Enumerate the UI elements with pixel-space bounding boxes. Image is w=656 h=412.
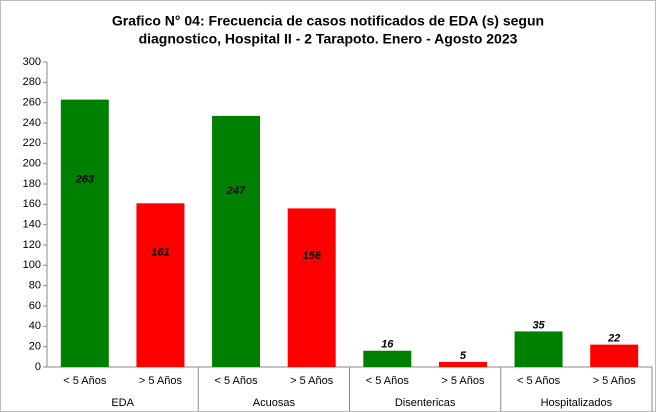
data-label: 35 <box>532 319 545 331</box>
series-label: > 5 Años <box>441 375 485 387</box>
series-label: > 5 Años <box>139 375 183 387</box>
y-tick-label: 60 <box>29 300 41 312</box>
y-tick-label: 260 <box>23 97 41 109</box>
chart-title: Grafico N° 04: Frecuencia de casos notif… <box>112 13 544 29</box>
bar <box>514 331 563 367</box>
data-label: 5 <box>460 350 467 362</box>
y-tick-label: 140 <box>23 219 41 231</box>
y-tick-label: 20 <box>29 341 41 353</box>
data-label: 263 <box>75 174 94 186</box>
y-tick-label: 120 <box>23 239 41 251</box>
y-tick-label: 300 <box>23 56 41 68</box>
x-tick-label: Acuosas <box>253 397 296 409</box>
y-tick-label: 0 <box>35 361 41 373</box>
y-tick-label: 280 <box>23 76 41 88</box>
y-tick-label: 100 <box>23 259 41 271</box>
x-tick-label: Disentericas <box>395 397 456 409</box>
y-tick-label: 80 <box>29 280 41 292</box>
bar <box>287 208 336 367</box>
y-tick-label: 220 <box>23 137 41 149</box>
bar <box>212 115 261 367</box>
y-tick-label: 40 <box>29 320 41 332</box>
bar <box>60 99 109 367</box>
data-label: 247 <box>226 185 246 197</box>
y-tick-label: 200 <box>23 158 41 170</box>
data-label: 161 <box>151 246 169 258</box>
data-label: 156 <box>303 250 322 262</box>
bar <box>438 361 487 367</box>
data-label: 16 <box>381 339 394 351</box>
y-tick-label: 180 <box>23 178 41 190</box>
y-tick-label: 240 <box>23 117 41 129</box>
data-label: 22 <box>607 333 620 345</box>
series-label: > 5 Años <box>593 375 637 387</box>
y-tick-label: 160 <box>23 198 41 210</box>
chart-title: diagnostico, Hospital II - 2 Tarapoto. E… <box>139 31 518 47</box>
x-tick-label: EDA <box>111 397 134 409</box>
x-tick-label: Hospitalizados <box>541 397 613 409</box>
bar <box>136 203 185 367</box>
series-label: < 5 Años <box>215 375 259 387</box>
bar <box>590 344 639 367</box>
series-label: > 5 Años <box>290 375 334 387</box>
series-label: < 5 Años <box>63 375 107 387</box>
series-label: < 5 Años <box>366 375 410 387</box>
bar <box>363 350 412 367</box>
series-label: < 5 Años <box>517 375 561 387</box>
